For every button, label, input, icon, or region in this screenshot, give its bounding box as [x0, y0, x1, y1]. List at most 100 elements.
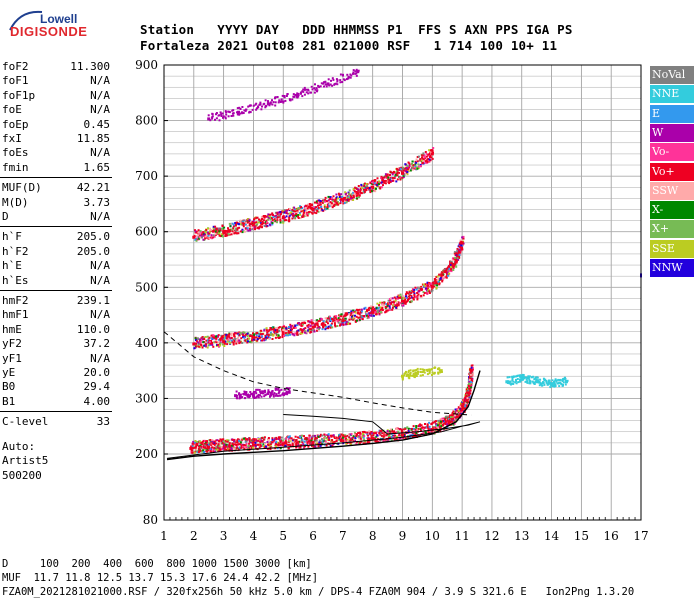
data-point: [287, 334, 289, 337]
data-point: [316, 329, 318, 332]
data-point: [452, 417, 455, 420]
data-point: [397, 301, 400, 304]
data-point: [408, 294, 411, 296]
data-point: [465, 388, 468, 391]
data-point: [284, 328, 286, 331]
param-row: hmF1 N/A: [2, 308, 110, 322]
data-point: [294, 435, 297, 438]
data-point: [464, 396, 467, 399]
param-name: MUF(D): [2, 181, 42, 195]
data-point: [380, 186, 383, 189]
data-point: [516, 374, 519, 377]
data-point: [394, 434, 397, 437]
data-point: [232, 444, 235, 447]
data-point: [511, 379, 514, 382]
data-point: [422, 431, 425, 434]
data-point: [364, 189, 367, 192]
data-point: [229, 337, 232, 340]
data-point: [387, 438, 390, 441]
data-point: [195, 448, 198, 451]
param-value: 1.65: [83, 160, 111, 174]
param-separator: [0, 290, 112, 291]
data-point: [337, 442, 340, 445]
data-point: [208, 237, 211, 240]
data-point: [404, 170, 407, 172]
data-point: [306, 324, 309, 327]
data-point: [339, 440, 342, 442]
data-point: [301, 321, 304, 324]
data-point: [366, 440, 369, 443]
data-point: [238, 439, 240, 442]
data-point: [370, 305, 373, 308]
data-point: [285, 212, 288, 214]
data-point: [391, 180, 394, 182]
data-point: [444, 417, 447, 420]
data-point: [238, 334, 241, 337]
data-point: [299, 217, 302, 220]
data-point: [320, 205, 323, 208]
data-point: [269, 395, 271, 398]
data-point: [416, 298, 419, 301]
data-point: [512, 383, 515, 385]
data-point: [324, 328, 327, 331]
data-point: [223, 443, 226, 446]
data-point: [441, 280, 444, 283]
data-point: [271, 219, 274, 222]
param-value: N/A: [90, 210, 110, 223]
data-point: [386, 177, 388, 179]
data-point: [320, 441, 323, 444]
data-point: [363, 430, 366, 433]
data-point: [262, 103, 265, 106]
data-point: [273, 327, 276, 330]
param-row: C-level 33: [2, 415, 110, 429]
data-point: [415, 161, 418, 164]
data-point: [355, 68, 358, 71]
data-point: [468, 378, 471, 381]
data-point: [223, 335, 226, 338]
data-point: [242, 224, 245, 226]
data-point: [263, 395, 266, 398]
data-point: [376, 311, 379, 313]
data-point: [245, 393, 248, 396]
data-point: [274, 97, 276, 100]
data-point: [201, 450, 204, 453]
data-point: [448, 420, 452, 424]
data-point: [298, 440, 301, 443]
data-point: [238, 106, 241, 109]
data-point: [257, 105, 259, 108]
data-point: [313, 211, 316, 214]
data-point: [283, 211, 286, 214]
data-point: [350, 443, 352, 446]
data-point: [407, 376, 410, 379]
data-point: [274, 211, 277, 214]
data-point: [353, 431, 356, 434]
data-point: [245, 438, 248, 441]
data-point: [266, 336, 269, 339]
data-point: [327, 433, 330, 436]
data-point: [348, 196, 351, 199]
data-point: [321, 438, 323, 441]
data-point: [455, 252, 458, 255]
data-point: [433, 280, 436, 283]
data-point: [514, 381, 517, 384]
data-point: [220, 443, 223, 446]
data-point: [314, 325, 317, 328]
data-point: [196, 337, 199, 340]
autoscaling-info: Artist5: [2, 454, 49, 468]
data-point: [421, 374, 424, 377]
data-point: [524, 376, 527, 379]
data-point: [271, 99, 273, 102]
data-point: [264, 336, 267, 339]
data-point: [442, 269, 445, 272]
data-point: [409, 369, 412, 372]
data-point: [411, 433, 414, 436]
data-point: [271, 437, 274, 440]
data-point: [341, 317, 344, 320]
param-name: yF1: [2, 351, 22, 365]
data-point: [322, 82, 324, 85]
legend-item-x: X+: [650, 220, 694, 239]
data-point: [285, 95, 288, 97]
data-point: [215, 339, 218, 342]
data-point: [243, 336, 246, 339]
data-point: [192, 443, 195, 446]
